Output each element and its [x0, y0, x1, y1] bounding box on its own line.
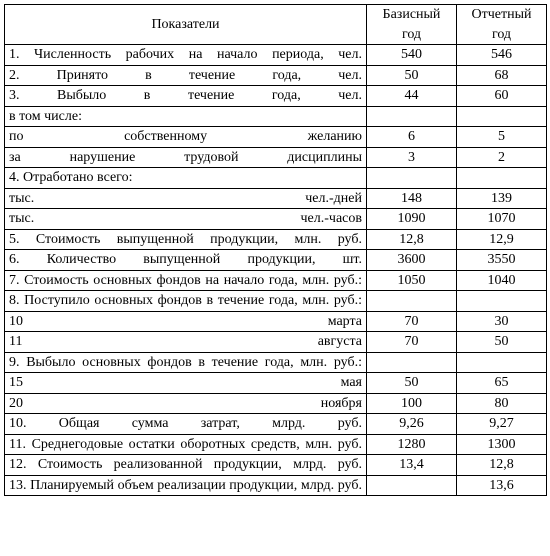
base-value: 12,8	[367, 229, 457, 250]
col-indicator: Показатели	[5, 5, 367, 45]
indicator-cell: 11. Среднегодовые остатки оборотных сред…	[5, 434, 367, 455]
report-value	[457, 106, 547, 127]
table-row: 10. Общая сумма затрат, млрд. руб.9,269,…	[5, 414, 547, 435]
report-value	[457, 291, 547, 312]
base-value: 9,26	[367, 414, 457, 435]
indicator-cell: 7. Стоимость основных фондов на начало г…	[5, 270, 367, 291]
report-value: 12,9	[457, 229, 547, 250]
report-value: 1070	[457, 209, 547, 230]
base-value: 70	[367, 332, 457, 353]
indicator-cell: 4. Отработано всего:	[5, 168, 367, 189]
base-value	[367, 475, 457, 496]
base-value	[367, 168, 457, 189]
report-value: 2	[457, 147, 547, 168]
report-value: 1300	[457, 434, 547, 455]
base-value: 1090	[367, 209, 457, 230]
base-value: 148	[367, 188, 457, 209]
col-base-top: Базисный	[367, 5, 457, 25]
indicator-cell: тыс. чел.-дней	[5, 188, 367, 209]
table-row: по собственному желанию65	[5, 127, 547, 148]
table-row: 12. Стоимость реализованной продукции, м…	[5, 455, 547, 476]
table-row: 20 ноября10080	[5, 393, 547, 414]
col-report-top: Отчетный	[457, 5, 547, 25]
report-value: 9,27	[457, 414, 547, 435]
report-value: 12,8	[457, 455, 547, 476]
report-value: 80	[457, 393, 547, 414]
indicator-cell: 8. Поступило основных фондов в течение г…	[5, 291, 367, 312]
table-row: за нарушение трудовой дисциплины32	[5, 147, 547, 168]
indicator-cell: тыс. чел.-часов	[5, 209, 367, 230]
indicator-cell: 1. Численность рабочих на начало периода…	[5, 45, 367, 66]
col-report-bot: год	[457, 25, 547, 45]
table-row: 6. Количество выпущенной продукции, шт.3…	[5, 250, 547, 271]
base-value: 50	[367, 65, 457, 86]
base-value: 100	[367, 393, 457, 414]
base-value: 540	[367, 45, 457, 66]
report-value: 546	[457, 45, 547, 66]
indicator-cell: в том числе:	[5, 106, 367, 127]
table-header: Показатели Базисный Отчетный год год	[5, 5, 547, 45]
base-value: 44	[367, 86, 457, 107]
base-value	[367, 291, 457, 312]
indicator-cell: 11 августа	[5, 332, 367, 353]
indicator-cell: 3. Выбыло в течение года, чел.	[5, 86, 367, 107]
indicator-cell: 15 мая	[5, 373, 367, 394]
report-value	[457, 168, 547, 189]
report-value: 30	[457, 311, 547, 332]
indicator-cell: 5. Стоимость выпущенной продукции, млн. …	[5, 229, 367, 250]
table-row: в том числе:	[5, 106, 547, 127]
base-value	[367, 352, 457, 373]
table-row: 4. Отработано всего:	[5, 168, 547, 189]
report-value: 139	[457, 188, 547, 209]
indicator-cell: 6. Количество выпущенной продукции, шт.	[5, 250, 367, 271]
base-value: 13,4	[367, 455, 457, 476]
base-value: 1280	[367, 434, 457, 455]
base-value: 3600	[367, 250, 457, 271]
col-base-bot: год	[367, 25, 457, 45]
indicator-cell: 2. Принято в течение года, чел.	[5, 65, 367, 86]
table-body: 1. Численность рабочих на начало периода…	[5, 45, 547, 496]
report-value: 65	[457, 373, 547, 394]
indicator-cell: 13. Планируемый объем реализации продукц…	[5, 475, 367, 496]
report-value: 5	[457, 127, 547, 148]
base-value: 3	[367, 147, 457, 168]
base-value: 50	[367, 373, 457, 394]
base-value	[367, 106, 457, 127]
indicator-cell: 20 ноября	[5, 393, 367, 414]
indicator-cell: 10. Общая сумма затрат, млрд. руб.	[5, 414, 367, 435]
table-row: 2. Принято в течение года, чел.5068	[5, 65, 547, 86]
table-row: 11. Среднегодовые остатки оборотных сред…	[5, 434, 547, 455]
indicators-table: Показатели Базисный Отчетный год год 1. …	[4, 4, 547, 496]
table-row: 5. Стоимость выпущенной продукции, млн. …	[5, 229, 547, 250]
report-value: 13,6	[457, 475, 547, 496]
base-value: 6	[367, 127, 457, 148]
indicator-cell: 10 марта	[5, 311, 367, 332]
table-row: 1. Численность рабочих на начало периода…	[5, 45, 547, 66]
table-row: 9. Выбыло основных фондов в течение года…	[5, 352, 547, 373]
indicator-cell: по собственному желанию	[5, 127, 367, 148]
indicator-cell: 12. Стоимость реализованной продукции, м…	[5, 455, 367, 476]
report-value: 50	[457, 332, 547, 353]
base-value: 1050	[367, 270, 457, 291]
indicator-cell: 9. Выбыло основных фондов в течение года…	[5, 352, 367, 373]
table-row: 3. Выбыло в течение года, чел.4460	[5, 86, 547, 107]
table-row: 15 мая5065	[5, 373, 547, 394]
report-value: 68	[457, 65, 547, 86]
table-row: 11 августа7050	[5, 332, 547, 353]
table-row: 7. Стоимость основных фондов на начало г…	[5, 270, 547, 291]
report-value: 1040	[457, 270, 547, 291]
table-row: 8. Поступило основных фондов в течение г…	[5, 291, 547, 312]
report-value: 3550	[457, 250, 547, 271]
table-row: тыс. чел.-часов10901070	[5, 209, 547, 230]
table-row: тыс. чел.-дней148139	[5, 188, 547, 209]
report-value: 60	[457, 86, 547, 107]
table-row: 10 марта7030	[5, 311, 547, 332]
table-row: 13. Планируемый объем реализации продукц…	[5, 475, 547, 496]
base-value: 70	[367, 311, 457, 332]
indicator-cell: за нарушение трудовой дисциплины	[5, 147, 367, 168]
report-value	[457, 352, 547, 373]
